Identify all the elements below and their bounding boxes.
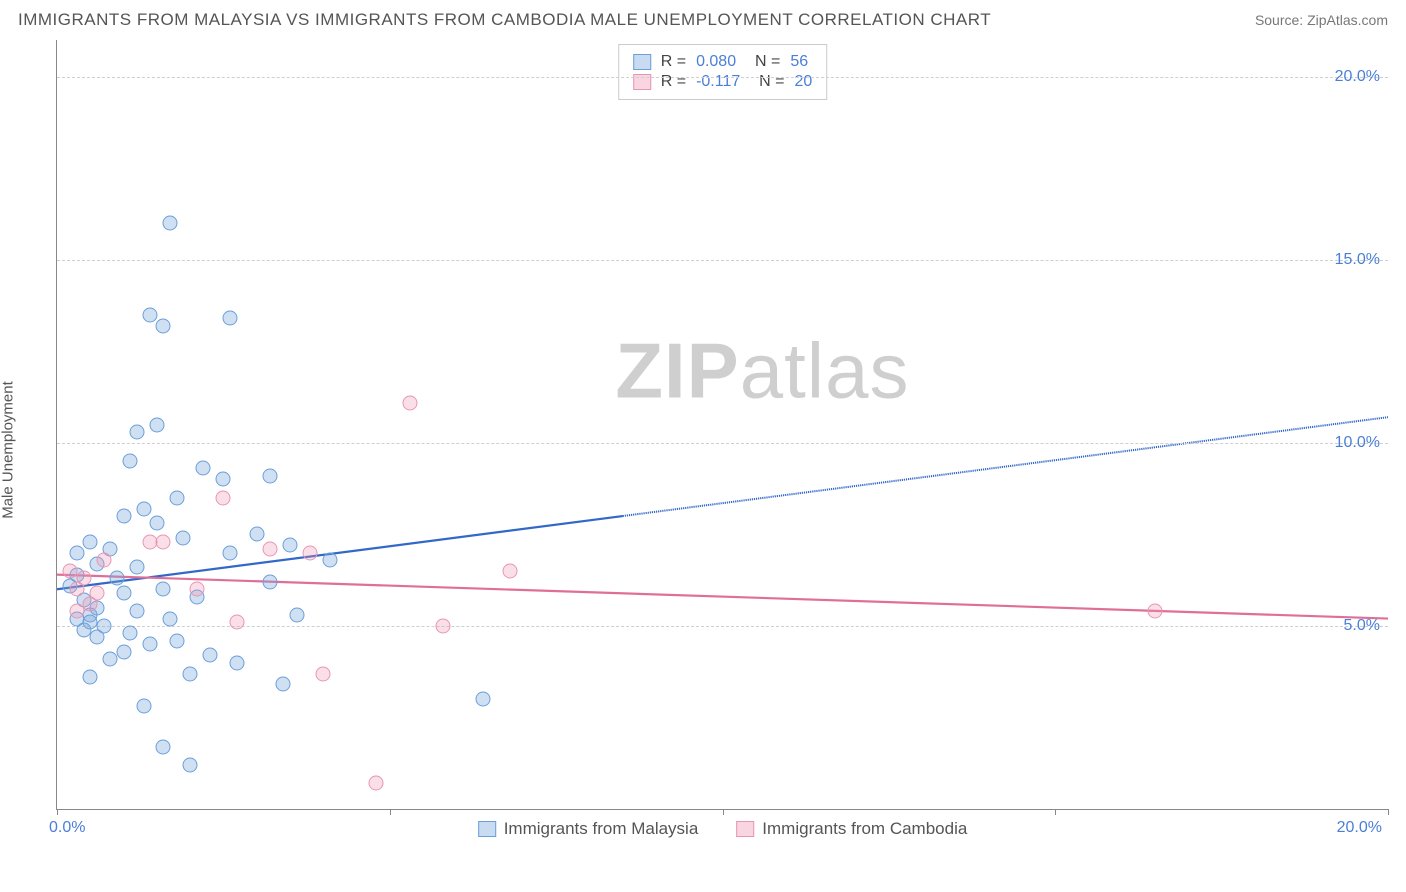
point-malaysia (223, 311, 238, 326)
point-cambodia (302, 545, 317, 560)
point-malaysia (229, 655, 244, 670)
legend-cambodia: Immigrants from Cambodia (736, 819, 967, 839)
legend: Immigrants from Malaysia Immigrants from… (478, 819, 968, 839)
point-cambodia (229, 615, 244, 630)
point-cambodia (69, 604, 84, 619)
y-axis-label: Male Unemployment (0, 381, 17, 519)
gridline (57, 260, 1388, 261)
chart-title: IMMIGRANTS FROM MALAYSIA VS IMMIGRANTS F… (18, 10, 991, 30)
point-malaysia (136, 501, 151, 516)
point-malaysia (123, 454, 138, 469)
point-malaysia (156, 739, 171, 754)
point-malaysia (116, 509, 131, 524)
point-cambodia (156, 534, 171, 549)
point-cambodia (262, 542, 277, 557)
stats-box: R =0.080 N =56 R =-0.117 N =20 (618, 44, 828, 100)
y-tick-label: 15.0% (1335, 251, 1380, 269)
x-tick (723, 809, 724, 815)
point-malaysia (156, 318, 171, 333)
legend-swatch-blue (478, 821, 496, 837)
point-cambodia (216, 490, 231, 505)
x-tick-min: 0.0% (49, 819, 85, 837)
point-malaysia (96, 618, 111, 633)
point-malaysia (103, 651, 118, 666)
gridline (57, 77, 1388, 78)
point-malaysia (129, 424, 144, 439)
point-malaysia (69, 545, 84, 560)
plot-area: ZIPatlas R =0.080 N =56 R =-0.117 N =20 … (56, 40, 1388, 810)
point-malaysia (156, 582, 171, 597)
point-malaysia (216, 472, 231, 487)
x-tick (1388, 809, 1389, 815)
point-malaysia (143, 307, 158, 322)
point-cambodia (189, 582, 204, 597)
point-malaysia (183, 666, 198, 681)
point-malaysia (83, 534, 98, 549)
x-tick (1055, 809, 1056, 815)
point-cambodia (96, 552, 111, 567)
point-malaysia (123, 626, 138, 641)
point-cambodia (76, 571, 91, 586)
point-malaysia (176, 531, 191, 546)
point-malaysia (109, 571, 124, 586)
point-cambodia (316, 666, 331, 681)
gridline (57, 626, 1388, 627)
legend-swatch-pink (736, 821, 754, 837)
point-malaysia (203, 648, 218, 663)
point-malaysia (183, 758, 198, 773)
point-malaysia (282, 538, 297, 553)
point-malaysia (196, 461, 211, 476)
point-malaysia (149, 417, 164, 432)
point-malaysia (289, 607, 304, 622)
y-tick-label: 10.0% (1335, 434, 1380, 452)
y-tick-label: 20.0% (1335, 68, 1380, 86)
point-malaysia (136, 699, 151, 714)
y-tick-label: 5.0% (1344, 617, 1380, 635)
point-malaysia (163, 611, 178, 626)
point-malaysia (163, 216, 178, 231)
trend-lines (57, 40, 1388, 809)
point-cambodia (402, 395, 417, 410)
x-tick (57, 809, 58, 815)
point-malaysia (129, 560, 144, 575)
point-malaysia (223, 545, 238, 560)
point-malaysia (249, 527, 264, 542)
point-malaysia (129, 604, 144, 619)
legend-label-cambodia: Immigrants from Cambodia (762, 819, 967, 839)
x-tick (390, 809, 391, 815)
point-cambodia (502, 563, 517, 578)
point-cambodia (369, 776, 384, 791)
point-malaysia (169, 633, 184, 648)
point-malaysia (475, 692, 490, 707)
point-malaysia (143, 637, 158, 652)
point-cambodia (435, 618, 450, 633)
x-tick-max: 20.0% (1337, 819, 1382, 837)
point-malaysia (116, 585, 131, 600)
gridline (57, 443, 1388, 444)
point-cambodia (89, 585, 104, 600)
stats-row-malaysia: R =0.080 N =56 (633, 53, 813, 71)
point-malaysia (83, 670, 98, 685)
point-malaysia (262, 468, 277, 483)
legend-malaysia: Immigrants from Malaysia (478, 819, 699, 839)
point-cambodia (1148, 604, 1163, 619)
swatch-blue (633, 54, 651, 70)
point-malaysia (169, 490, 184, 505)
point-malaysia (276, 677, 291, 692)
chart-container: Male Unemployment ZIPatlas R =0.080 N =5… (18, 40, 1388, 860)
point-malaysia (322, 552, 337, 567)
watermark: ZIPatlas (615, 325, 909, 416)
legend-label-malaysia: Immigrants from Malaysia (504, 819, 699, 839)
source-label: Source: ZipAtlas.com (1255, 12, 1388, 28)
point-malaysia (116, 644, 131, 659)
point-malaysia (149, 516, 164, 531)
point-malaysia (262, 574, 277, 589)
